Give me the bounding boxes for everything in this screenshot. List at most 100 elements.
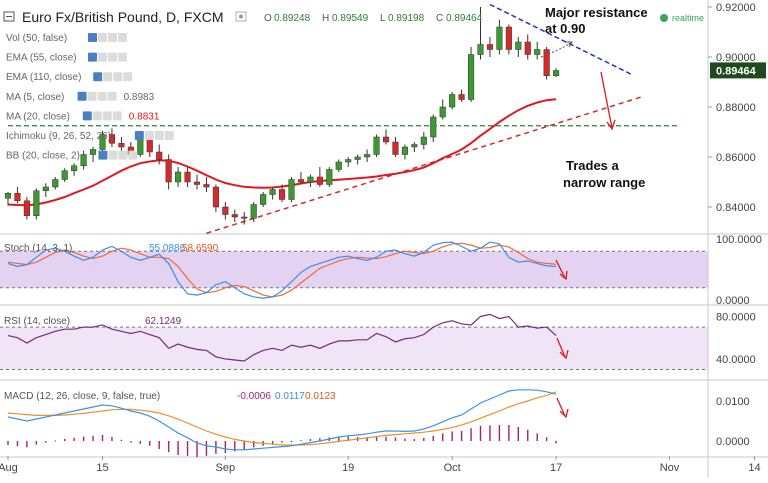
gear-icon[interactable]: [144, 131, 154, 140]
rsi-tick-label: 80.0000: [716, 311, 756, 323]
close-icon[interactable]: [118, 52, 127, 62]
time-tick-label: 14: [748, 462, 760, 474]
eye-icon[interactable]: [82, 111, 92, 121]
candlestick: [345, 157, 352, 167]
time-axis: Aug 15 Sep 19 Oct 17 Nov 14: [0, 456, 761, 474]
candle-body: [90, 149, 97, 155]
legend-label: MA (5, close): [6, 92, 64, 103]
candlestick: [250, 202, 257, 222]
indicator-legend: Vol (50, false) EMA (55, close) EMA (110, …: [6, 33, 174, 162]
candle-body: [382, 136, 390, 143]
eye-icon[interactable]: [93, 72, 103, 82]
stoch-down-arrow-icon: [555, 259, 568, 281]
macd-legend-label: MACD (12, 26, close, 9, false, true): [4, 391, 160, 402]
eye-icon[interactable]: [88, 33, 97, 42]
candle-body: [52, 179, 59, 188]
annotation-range-line2: narrow range: [563, 175, 645, 190]
collapse-icon[interactable]: [3, 11, 15, 22]
add-icon[interactable]: [118, 150, 128, 160]
macd-signal-line: [7, 391, 557, 446]
stoch-pane: [7, 241, 557, 299]
stoch-d-value: 58.6590: [182, 243, 219, 254]
candlestick: [486, 37, 493, 57]
close-icon[interactable]: [123, 72, 133, 82]
stoch-tick-label: 0.0000: [716, 295, 750, 307]
candle-body: [165, 159, 172, 183]
candlestick: [80, 150, 87, 170]
candlestick: [108, 128, 116, 147]
chart-annotations: Major resistance at 0.90 Trades a narrow…: [540, 5, 648, 419]
candle-body: [345, 159, 352, 163]
candle-body: [364, 154, 371, 158]
add-icon[interactable]: [97, 91, 107, 101]
eye-icon[interactable]: [77, 91, 87, 101]
add-icon[interactable]: [108, 52, 117, 62]
candle-body: [269, 189, 276, 195]
annotation-resistance-line2: at 0.90: [545, 21, 585, 36]
candlestick: [477, 7, 484, 60]
candle-body: [411, 144, 418, 148]
eye-icon[interactable]: [134, 131, 144, 140]
candle-body: [505, 26, 512, 50]
macd-line: [7, 389, 557, 451]
legend-label: EMA (110, close): [6, 72, 81, 83]
candlestick: [543, 47, 550, 80]
gear-icon[interactable]: [98, 33, 107, 42]
legend-value: 0.8831: [129, 111, 160, 122]
candlestick: [241, 212, 248, 225]
close-icon[interactable]: [107, 91, 117, 101]
close-icon[interactable]: [128, 150, 138, 160]
candlestick: [458, 89, 465, 102]
last-price-label: 0.89464: [716, 65, 757, 77]
stoch-tick-label: 100.0000: [716, 234, 762, 246]
time-tick-label: Oct: [444, 462, 461, 474]
candle-body: [231, 214, 238, 218]
candlestick: [42, 183, 49, 197]
candlestick: [90, 147, 97, 162]
candle-body: [316, 176, 323, 185]
close-icon[interactable]: [112, 111, 122, 121]
ohlc-key-high: H: [322, 13, 329, 24]
candlestick: [420, 132, 427, 150]
candle-body: [373, 136, 380, 155]
candle-body: [486, 44, 493, 50]
price-axis: 0.92000 0.90000 0.88000 0.86000 0.84000 0.894…: [708, 2, 766, 448]
candle-body: [307, 176, 314, 183]
add-icon[interactable]: [113, 72, 123, 82]
candlestick: [439, 99, 446, 120]
add-icon[interactable]: [154, 131, 164, 140]
candlestick: [382, 129, 390, 145]
macd-tick-label: 0.0000: [716, 436, 750, 448]
candle-body: [33, 190, 40, 216]
legend-label: Vol (50, false): [6, 33, 67, 44]
candlestick: [534, 42, 541, 60]
close-icon[interactable]: [118, 33, 127, 42]
header-eye-icon[interactable]: [235, 11, 247, 22]
candle-body: [543, 49, 550, 76]
close-icon[interactable]: [164, 131, 174, 140]
candlestick: [231, 209, 238, 222]
eye-icon[interactable]: [88, 52, 97, 62]
header-ohlc-values: O 0.89248 H 0.89549 L 0.89198 C 0.89464: [264, 13, 483, 24]
candle-body: [468, 54, 475, 100]
eye-icon[interactable]: [98, 150, 108, 160]
candle-body: [430, 116, 437, 138]
gear-icon[interactable]: [103, 72, 113, 82]
add-icon[interactable]: [108, 33, 117, 42]
candle-body: [80, 154, 87, 166]
add-icon[interactable]: [102, 111, 112, 121]
candle-body: [279, 189, 286, 200]
gear-icon[interactable]: [98, 52, 107, 62]
candlestick: [99, 130, 106, 152]
gear-icon[interactable]: [108, 150, 118, 160]
candle-body: [42, 186, 49, 191]
time-tick-label: Nov: [660, 462, 680, 474]
gear-icon[interactable]: [87, 91, 97, 101]
gear-icon[interactable]: [92, 111, 102, 121]
stoch-k-line: [7, 241, 557, 299]
time-tick-label: 19: [342, 462, 354, 474]
candle-body: [326, 169, 333, 185]
macd-line-value: 0.0117: [275, 391, 305, 402]
down-arrow-icon: [600, 71, 616, 131]
